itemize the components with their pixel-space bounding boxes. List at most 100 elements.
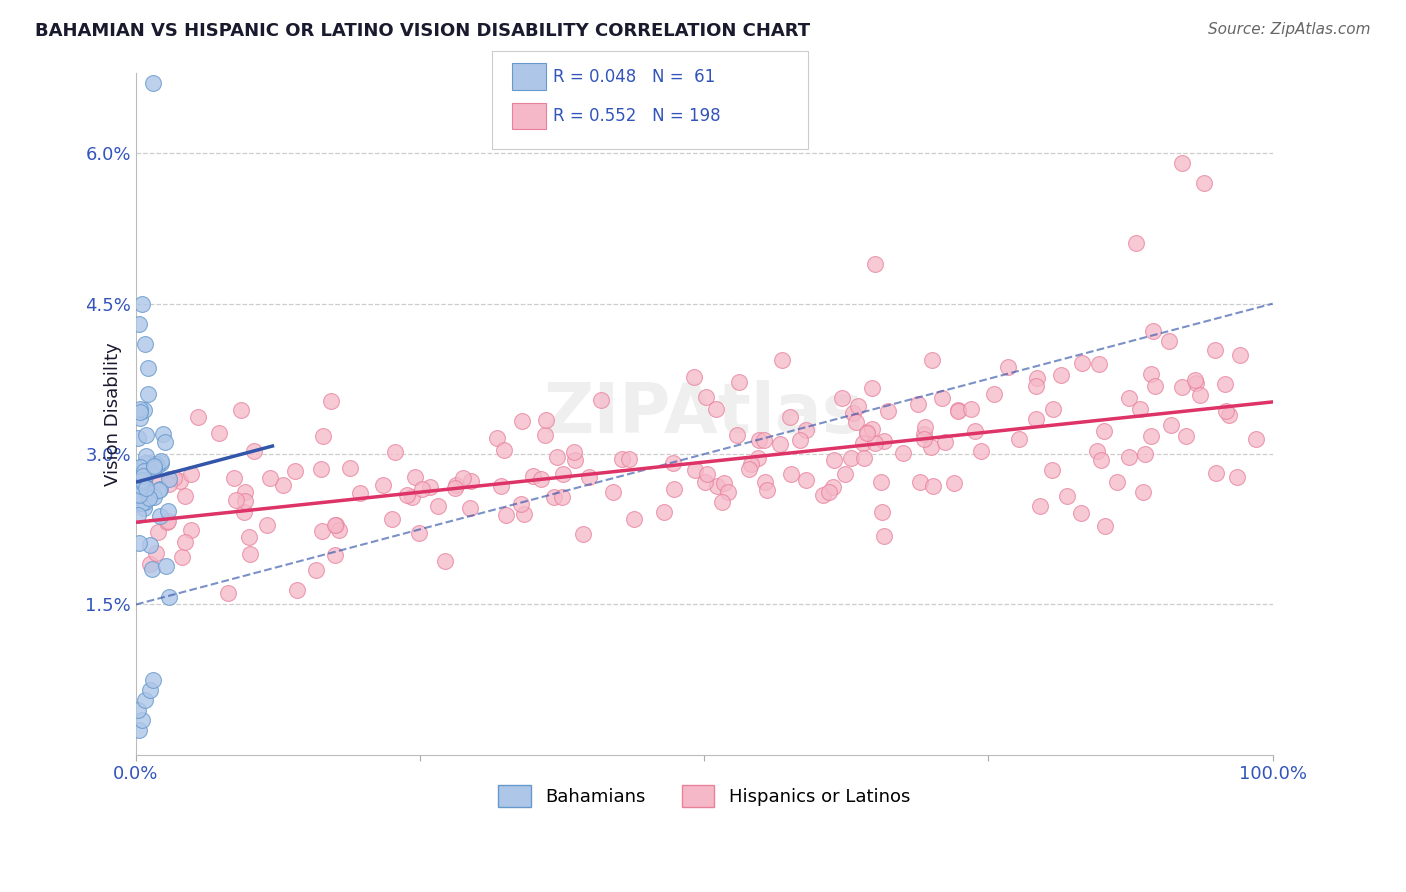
Point	[138, 491, 160, 505]
Point	[1070, 506, 1092, 520]
Point	[157, 514, 180, 528]
Point	[870, 475, 893, 489]
Point	[131, 296, 153, 310]
Point	[983, 387, 1005, 401]
Point	[1088, 357, 1111, 371]
Point	[823, 453, 845, 467]
Point	[135, 428, 157, 442]
Point	[217, 586, 239, 600]
Point	[1184, 376, 1206, 390]
Point	[589, 393, 612, 408]
Point	[132, 464, 155, 478]
Point	[128, 536, 150, 550]
Point	[912, 427, 935, 442]
Point	[287, 583, 309, 598]
Point	[533, 427, 555, 442]
Point	[134, 692, 156, 706]
Point	[1170, 156, 1192, 170]
Point	[710, 495, 733, 509]
Point	[325, 517, 347, 532]
Point	[1188, 388, 1211, 402]
Point	[1040, 463, 1063, 477]
Point	[131, 473, 153, 487]
Point	[706, 479, 728, 493]
Point	[1050, 368, 1073, 382]
Point	[148, 483, 170, 497]
Point	[142, 485, 165, 500]
Point	[152, 426, 174, 441]
Point	[1143, 379, 1166, 393]
Point	[1159, 334, 1181, 348]
Point	[163, 471, 186, 485]
Point	[921, 353, 943, 368]
Point	[551, 467, 574, 482]
Point	[157, 477, 180, 491]
Point	[132, 402, 155, 417]
Text: R = 0.048   N =  61: R = 0.048 N = 61	[553, 68, 714, 86]
Point	[534, 413, 557, 427]
Point	[401, 490, 423, 504]
Point	[444, 481, 467, 495]
Point	[132, 501, 155, 516]
Point	[127, 508, 149, 523]
Point	[863, 436, 886, 450]
Point	[908, 475, 931, 489]
Point	[1204, 343, 1226, 357]
Point	[876, 404, 898, 418]
Point	[135, 468, 157, 483]
Point	[1215, 404, 1237, 418]
Point	[780, 467, 803, 481]
Point	[131, 475, 153, 490]
Point	[852, 451, 875, 466]
Point	[725, 428, 748, 442]
Point	[132, 474, 155, 488]
Point	[233, 484, 256, 499]
Point	[1085, 444, 1108, 458]
Point	[143, 490, 166, 504]
Point	[842, 406, 865, 420]
Point	[509, 497, 531, 511]
Point	[1008, 433, 1031, 447]
Point	[134, 477, 156, 491]
Point	[146, 458, 169, 473]
Point	[1129, 401, 1152, 416]
Point	[834, 467, 856, 482]
Point	[283, 464, 305, 478]
Point	[907, 396, 929, 410]
Point	[492, 442, 515, 457]
Point	[1218, 408, 1240, 422]
Point	[156, 504, 179, 518]
Point	[129, 411, 152, 425]
Point	[1205, 466, 1227, 480]
Point	[1142, 324, 1164, 338]
Point	[224, 470, 246, 484]
Point	[1094, 519, 1116, 533]
Point	[1132, 485, 1154, 500]
Point	[846, 399, 869, 413]
Point	[654, 505, 676, 519]
Point	[129, 479, 152, 493]
Point	[149, 508, 172, 523]
Point	[233, 505, 256, 519]
Point	[1056, 489, 1078, 503]
Point	[404, 470, 426, 484]
Point	[704, 402, 727, 417]
Point	[139, 538, 162, 552]
Point	[754, 475, 776, 489]
Point	[131, 469, 153, 483]
Point	[371, 478, 394, 492]
Point	[259, 471, 281, 485]
Point	[856, 425, 879, 439]
Point	[912, 432, 935, 446]
Point	[821, 480, 844, 494]
Point	[946, 402, 969, 417]
Point	[662, 482, 685, 496]
Text: BAHAMIAN VS HISPANIC OR LATINO VISION DISABILITY CORRELATION CHART: BAHAMIAN VS HISPANIC OR LATINO VISION DI…	[35, 22, 810, 40]
Point	[943, 476, 966, 491]
Point	[128, 317, 150, 331]
Point	[180, 467, 202, 482]
Point	[747, 450, 769, 465]
Point	[727, 376, 749, 390]
Point	[339, 460, 361, 475]
Point	[305, 563, 328, 577]
